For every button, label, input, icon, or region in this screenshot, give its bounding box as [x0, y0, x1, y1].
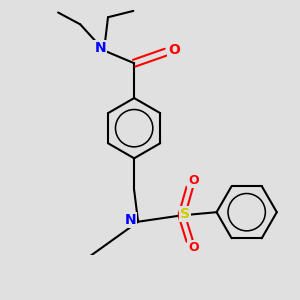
- Text: O: O: [188, 174, 199, 187]
- Text: O: O: [168, 43, 180, 57]
- Text: O: O: [188, 242, 199, 254]
- Text: N: N: [94, 41, 106, 55]
- Text: S: S: [180, 207, 190, 221]
- Text: N: N: [124, 213, 136, 227]
